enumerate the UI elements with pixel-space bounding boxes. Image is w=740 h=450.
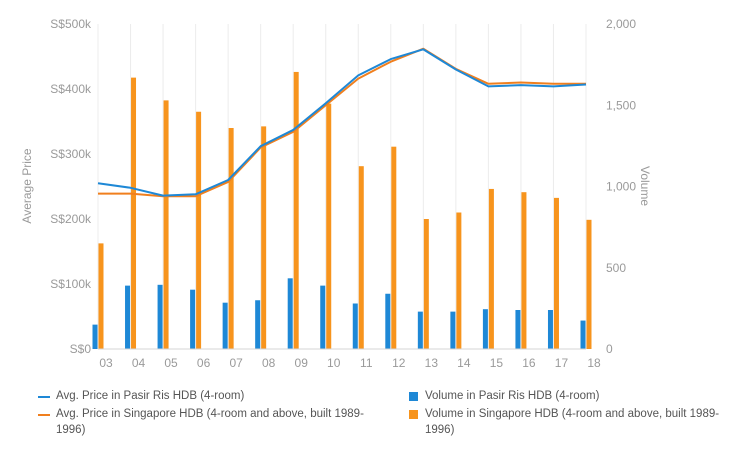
- x-tick-label: 08: [262, 356, 276, 370]
- x-tick-label: 04: [132, 356, 146, 370]
- volume-bar: [580, 320, 586, 349]
- volume-bar: [450, 311, 456, 349]
- y-left-tick-label: S$100k: [50, 277, 92, 291]
- x-tick-label: 09: [295, 356, 309, 370]
- volume-bars: [92, 71, 592, 349]
- grid-lines: [97, 24, 587, 349]
- y-left-axis-title: Average Price: [20, 148, 34, 223]
- volume-bar: [261, 126, 267, 349]
- volume-bar: [521, 192, 527, 349]
- y-right-tick-label: 2,000: [606, 17, 636, 31]
- y-left-tick-label: S$200k: [50, 212, 92, 226]
- y-left-tick-label: S$400k: [50, 82, 92, 96]
- volume-bar: [92, 324, 98, 349]
- axes: S$0 S$100k S$200k S$300k S$400k S$500k 0 500 1,0…: [50, 17, 636, 370]
- x-tick-label: 06: [197, 356, 211, 370]
- volume-bar: [482, 309, 488, 349]
- volume-bar: [98, 243, 104, 349]
- x-tick-label: 16: [522, 356, 536, 370]
- volume-bar: [320, 285, 326, 349]
- volume-bar: [423, 219, 429, 349]
- volume-bar: [287, 278, 293, 349]
- volume-bar: [391, 146, 397, 349]
- volume-bar: [456, 212, 462, 349]
- x-tick-label: 15: [490, 356, 504, 370]
- volume-bar: [385, 293, 391, 349]
- y-left-tick-label: S$0: [70, 342, 92, 356]
- x-tick-label: 07: [229, 356, 243, 370]
- volume-bar: [553, 197, 559, 349]
- y-right-tick-label: 500: [606, 261, 626, 275]
- volume-bar: [352, 303, 358, 349]
- volume-bar: [125, 285, 131, 349]
- volume-bar: [293, 71, 299, 349]
- price-line: [98, 47, 586, 198]
- y-right-axis-title: Volume: [638, 166, 652, 206]
- y-right-tick-label: 1,000: [606, 180, 636, 194]
- volume-bar: [228, 128, 234, 349]
- volume-bar: [196, 111, 202, 349]
- volume-bar: [547, 310, 553, 349]
- y-left-tick-label: S$300k: [50, 147, 92, 161]
- volume-bar: [488, 188, 494, 349]
- x-tick-label: 18: [587, 356, 601, 370]
- x-tick-label: 03: [99, 356, 113, 370]
- volume-bar: [190, 289, 196, 349]
- y-left-tick-label: S$500k: [50, 17, 92, 31]
- volume-bar: [417, 311, 423, 349]
- x-tick-label: 12: [392, 356, 406, 370]
- x-tick-label: 13: [425, 356, 439, 370]
- volume-bar: [255, 300, 261, 349]
- volume-bar: [131, 77, 137, 349]
- volume-bar: [222, 302, 228, 349]
- x-tick-label: 11: [360, 356, 373, 370]
- x-tick-label: 10: [327, 356, 341, 370]
- y-right-tick-label: 1,500: [606, 98, 636, 112]
- volume-bar: [358, 166, 364, 349]
- price-line: [97, 48, 587, 197]
- y-right-tick-label: 0: [606, 342, 613, 356]
- price-lines: [97, 47, 587, 198]
- x-tick-label: 17: [555, 356, 569, 370]
- volume-bar: [157, 284, 163, 349]
- x-tick-label: 14: [457, 356, 471, 370]
- volume-bar: [515, 310, 521, 349]
- volume-bar: [163, 100, 169, 349]
- volume-bar: [586, 219, 592, 349]
- volume-bar: [326, 103, 332, 349]
- x-tick-label: 05: [164, 356, 178, 370]
